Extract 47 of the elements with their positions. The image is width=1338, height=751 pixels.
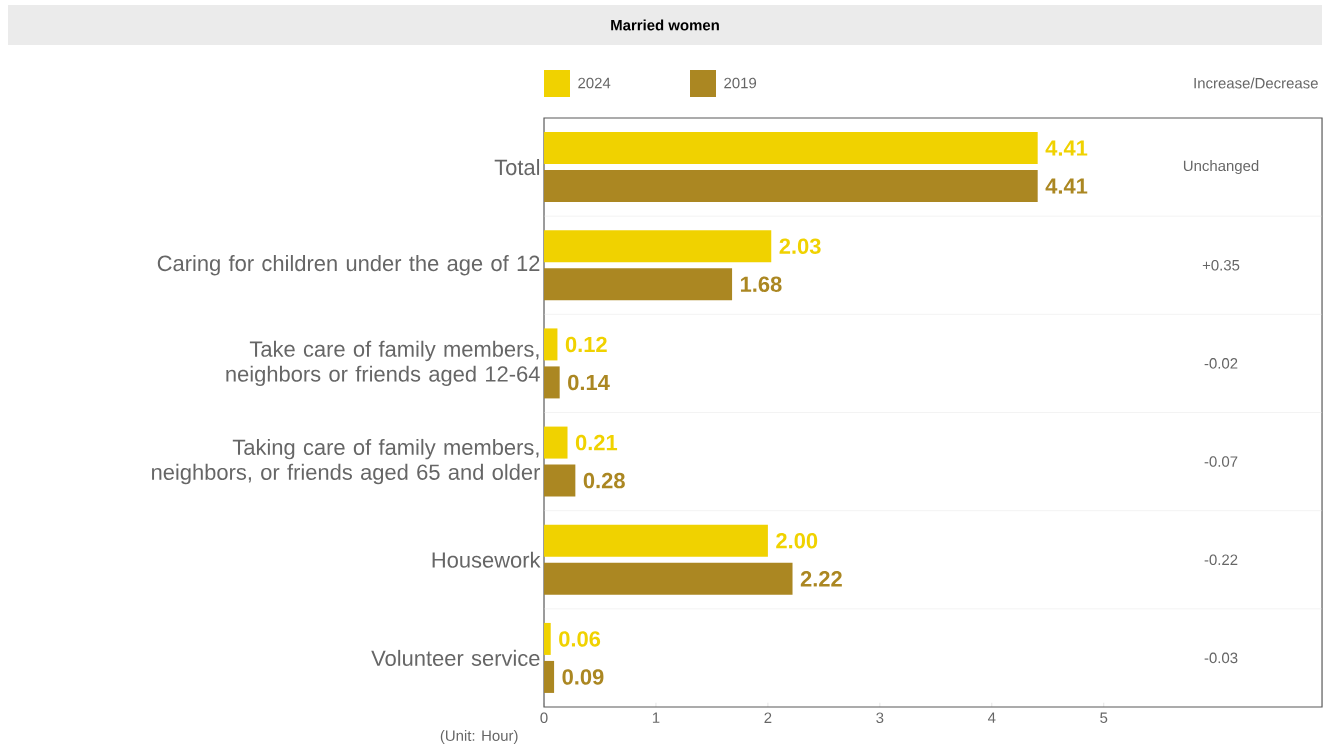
data-label: 2.03 <box>779 238 821 255</box>
x-tick-label: 5 <box>1100 712 1108 723</box>
data-label: 2.00 <box>776 532 818 549</box>
y-tick-label: Total <box>494 159 540 176</box>
bar <box>544 230 772 263</box>
bar <box>544 268 733 301</box>
text: (Unit: Hour) <box>440 730 518 744</box>
bar <box>544 132 1038 165</box>
chart-title: Married women <box>611 19 719 31</box>
y-tick-label: Housework <box>432 551 541 568</box>
data-label: 0.28 <box>583 472 625 489</box>
text: Increase/Decrease <box>1194 77 1318 89</box>
annotation: +0.35 <box>1202 259 1240 271</box>
bar <box>544 328 558 361</box>
x-tick-label: 3 <box>876 712 884 724</box>
bar <box>544 524 768 557</box>
bar <box>544 660 555 693</box>
y-tick-label: Taking care of family members, neighbors, or friends aged 65 and older <box>152 438 541 485</box>
bar <box>544 170 1038 203</box>
data-label: 0.09 <box>562 669 604 685</box>
x-tick-label: 4 <box>987 712 996 723</box>
annotation: -0.03 <box>1204 652 1238 664</box>
annotation: -0.07 <box>1204 456 1238 467</box>
x-tick-label: 0 <box>540 712 548 724</box>
data-label: 0.21 <box>575 434 618 451</box>
annotation: -0.02 <box>1204 358 1238 369</box>
data-label: 0.12 <box>565 336 607 353</box>
bar <box>544 464 576 497</box>
x-tick-label: 1 <box>652 712 660 723</box>
data-label: 4.41 <box>1045 178 1088 194</box>
data-label: 4.41 <box>1045 140 1088 156</box>
legend-label: 2024 <box>578 77 611 89</box>
data-label: 0.14 <box>568 374 610 391</box>
data-label: 1.68 <box>740 276 782 293</box>
data-label: 2.22 <box>800 571 842 587</box>
bar <box>544 622 551 655</box>
bar <box>544 366 560 399</box>
y-tick-label: Take care of family members, neighbors or friends aged 12-64 <box>226 340 540 387</box>
y-tick-label: Volunteer service <box>371 649 540 666</box>
annotation: -0.22 <box>1204 554 1238 566</box>
legend-label: 2019 <box>724 77 757 89</box>
y-tick-label: Caring for children under the age of 12 <box>157 255 540 276</box>
annotation: Unchanged <box>1183 160 1259 175</box>
bar <box>544 562 793 595</box>
x-tick-label: 2 <box>764 712 772 723</box>
data-label: 0.06 <box>559 631 601 647</box>
bar <box>544 426 568 459</box>
